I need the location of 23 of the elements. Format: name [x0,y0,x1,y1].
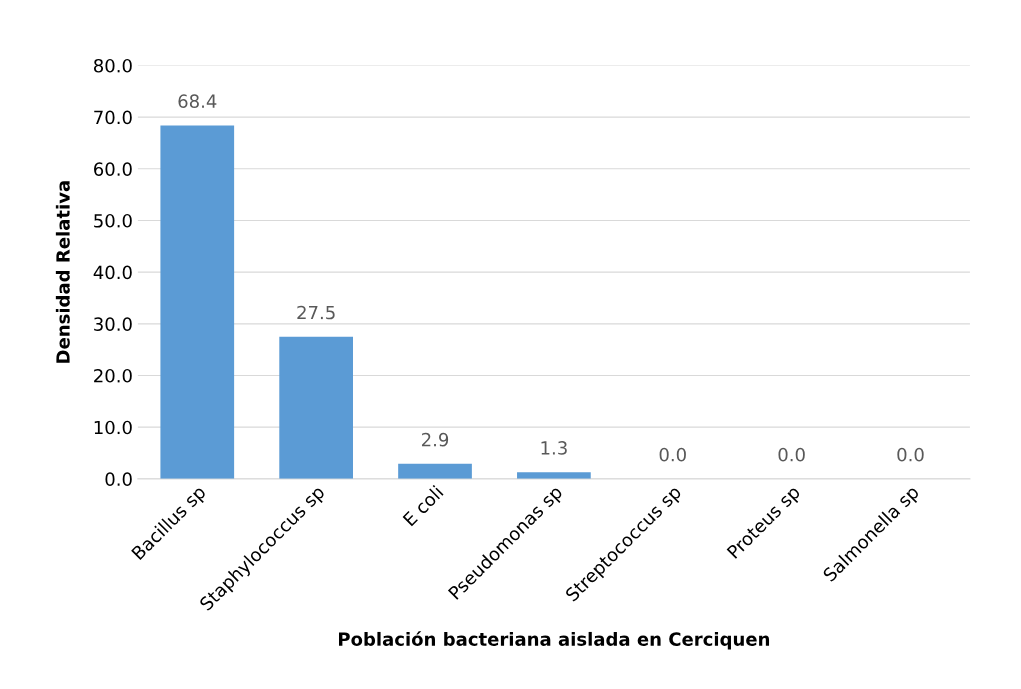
y-tick-label: 0.0 [105,472,132,486]
y-tick-label: 10.0 [94,420,132,435]
y-tick-label: 40.0 [93,265,132,280]
data-label: 2.9 [421,432,449,447]
data-label: 68.4 [178,94,217,109]
y-tick-label: 20.0 [94,368,132,383]
y-tick-label: 50.0 [94,213,132,228]
bar [398,463,472,479]
data-label: 27.5 [297,305,335,320]
data-label: 0.0 [897,447,924,462]
data-label: 1.3 [541,441,567,455]
y-axis-title: Densidad Relativa [55,181,70,363]
bar [160,125,235,479]
data-label: 0.0 [778,447,805,462]
data-label: 0.0 [659,447,686,462]
bar [517,472,591,479]
bar [279,336,353,479]
y-tick-label: 80.0 [94,58,132,73]
x-axis-title: Población bacteriana aislada en Cerciquen [339,631,770,650]
y-tick-label: 60.0 [94,162,132,176]
y-tick-label: 30.0 [94,317,132,331]
x-tick-label: E coli [402,484,444,527]
y-tick-label: 70.0 [94,110,132,125]
